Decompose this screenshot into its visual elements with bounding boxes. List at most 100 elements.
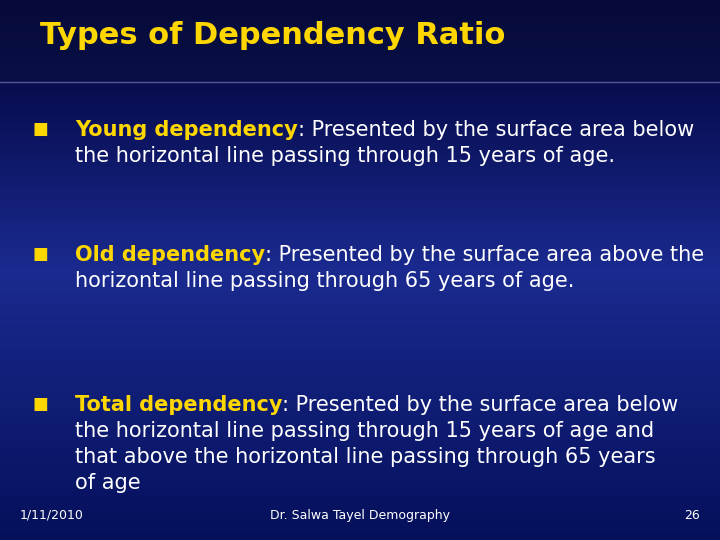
Bar [0, 46, 720, 49]
Bar [0, 510, 720, 513]
Bar [0, 383, 720, 386]
Bar [0, 200, 720, 202]
Text: Old dependency: Old dependency [75, 245, 265, 265]
Bar [0, 478, 720, 481]
Bar [0, 162, 720, 165]
Bar [0, 275, 720, 278]
Text: that above the horizontal line passing through 65 years: that above the horizontal line passing t… [75, 447, 656, 467]
Bar [0, 124, 720, 127]
Bar [0, 38, 720, 40]
Bar [0, 427, 720, 429]
Text: Total dependency: Total dependency [75, 395, 282, 415]
Bar [0, 0, 720, 3]
Bar [0, 119, 720, 122]
Bar [0, 302, 720, 305]
Bar [0, 518, 720, 521]
Bar [0, 122, 720, 124]
Text: : Presented by the surface area below: : Presented by the surface area below [282, 395, 679, 415]
Bar [0, 140, 720, 143]
Bar [0, 356, 720, 359]
Bar [0, 170, 720, 173]
Bar [0, 472, 720, 475]
Bar [0, 521, 720, 524]
Bar [0, 416, 720, 418]
Bar [0, 202, 720, 205]
Bar [0, 278, 720, 281]
Bar [0, 176, 720, 178]
Bar [0, 505, 720, 508]
Bar [0, 451, 720, 454]
Text: 26: 26 [684, 509, 700, 522]
Bar [0, 65, 720, 68]
Bar [0, 437, 720, 440]
Bar [0, 262, 720, 265]
Bar [0, 532, 720, 535]
Bar [0, 421, 720, 424]
Bar [0, 351, 720, 354]
Bar [0, 159, 720, 162]
Bar [0, 429, 720, 432]
Bar [0, 49, 720, 51]
Bar [0, 251, 720, 254]
Text: of age: of age [75, 473, 140, 493]
Text: Young dependency: Young dependency [75, 120, 298, 140]
Bar [0, 211, 720, 213]
Bar [0, 208, 720, 211]
Bar [0, 273, 720, 275]
Bar [0, 537, 720, 540]
Bar [0, 108, 720, 111]
Bar [0, 418, 720, 421]
Bar [0, 364, 720, 367]
Bar [0, 213, 720, 216]
Bar [0, 464, 720, 467]
Bar [0, 435, 720, 437]
Bar [0, 386, 720, 389]
Bar [0, 297, 720, 300]
Bar [0, 243, 720, 246]
Bar [0, 359, 720, 362]
Text: 1/11/2010: 1/11/2010 [20, 509, 84, 522]
Bar [0, 221, 720, 224]
Bar [0, 516, 720, 518]
Bar [0, 224, 720, 227]
Bar [0, 35, 720, 38]
Bar [0, 246, 720, 248]
Bar [0, 232, 720, 235]
Bar [0, 219, 720, 221]
Bar [0, 100, 720, 103]
Bar [0, 524, 720, 526]
Bar [0, 267, 720, 270]
Bar [0, 92, 720, 94]
Text: Types of Dependency Ratio: Types of Dependency Ratio [40, 21, 505, 50]
Bar [0, 73, 720, 76]
Bar [0, 424, 720, 427]
Bar [0, 181, 720, 184]
Bar [0, 400, 720, 402]
Bar [0, 529, 720, 532]
Bar [0, 284, 720, 286]
Bar [0, 189, 720, 192]
Bar [0, 238, 720, 240]
Bar [0, 389, 720, 392]
Bar [0, 30, 720, 32]
Bar [0, 16, 720, 19]
Bar [0, 265, 720, 267]
Bar [0, 86, 720, 89]
Bar [0, 51, 720, 54]
Bar [0, 248, 720, 251]
Bar [0, 324, 720, 327]
Bar [0, 111, 720, 113]
Bar [0, 127, 720, 130]
Bar [0, 308, 720, 310]
Bar [0, 470, 720, 472]
Bar [0, 397, 720, 400]
Bar [0, 113, 720, 116]
Bar [0, 146, 720, 148]
Bar [0, 32, 720, 35]
Bar [0, 205, 720, 208]
Bar [0, 513, 720, 516]
Bar [0, 78, 720, 81]
Bar [0, 194, 720, 197]
Text: ■: ■ [32, 395, 48, 413]
Bar [0, 335, 720, 338]
